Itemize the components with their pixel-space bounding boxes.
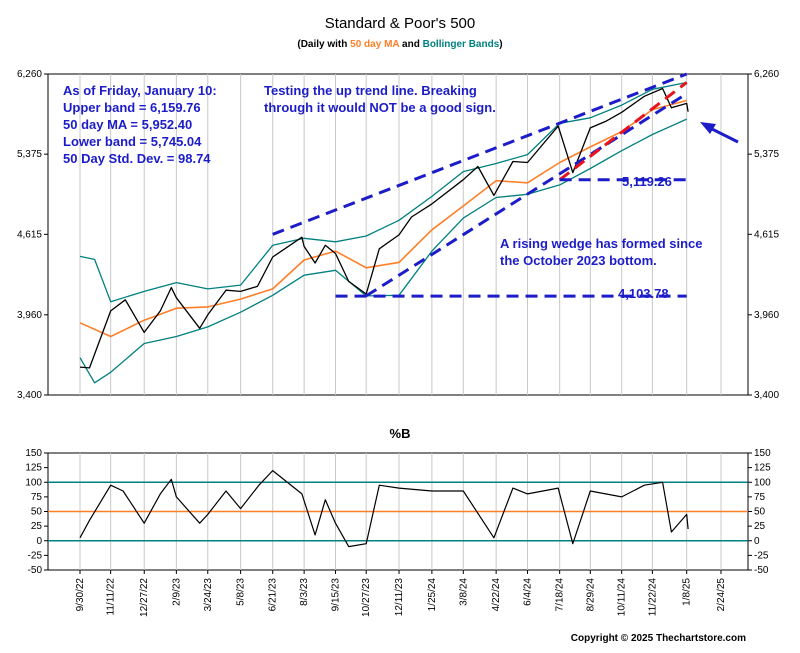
main-y-tick-label: 5,375 [754,149,779,160]
x-tick-label: 5/8/23 [236,578,247,606]
percent-b-y-tick-label: -50 [754,565,769,576]
main-y-tick-label: 3,960 [17,310,42,321]
subtitle-suffix: ) [499,39,502,50]
trend-lines [272,72,688,298]
main-y-tick-label: 3,400 [17,390,42,401]
percent-b-y-tick-label: 125 [25,463,42,474]
x-tick-label: 4/22/24 [491,578,502,612]
subtitle-bb-label: Bollinger Bands [423,39,500,50]
percent-b-y-tick-label: 100 [25,477,42,488]
chart-title: Standard & Poor's 500 [325,15,475,32]
x-tick-label: 3/8/24 [458,578,469,606]
percent-b-y-tick-label: -50 [28,565,43,576]
main-y-tick-labels: 3,400 3,400 3,960 3,960 4,615 4,615 5,375 5,375… [17,69,779,401]
stats-line-5: 50 Day Std. Dev. = 98.74 [63,151,211,166]
x-tick-label: 6/21/23 [268,578,279,612]
x-tick-label: 8/3/23 [299,578,310,606]
copyright-text: Copyright © 2025 Thechartstore.com [571,633,746,644]
percent-b-y-tick-label: 150 [25,448,42,459]
percent-b-y-tick-label: -25 [28,550,43,561]
stats-line-2: Upper band = 6,159.76 [63,100,201,115]
percent-b-y-tick-label: -25 [754,550,769,561]
pointer-arrow-icon [700,122,739,144]
stats-annotation: As of Friday, January 10: Upper band = 6… [63,83,217,166]
percent-b-y-tick-label: 150 [754,448,771,459]
percent-b-title: %B [390,426,411,441]
wedge-note-annotation: A rising wedge has formed since the Octo… [500,236,703,268]
subtitle-ma-label: 50 day MA [350,39,399,50]
main-y-tick-label: 4,615 [17,229,42,240]
percent-b-y-tick-labels: -50 -50 -25 -25 0 0 25 25 50 50 75 75 100 100 125 125 15… [25,448,771,576]
main-y-tick-label: 3,400 [754,390,779,401]
x-tick-label: 8/29/24 [585,578,596,612]
x-tick-label: 9/30/22 [75,578,86,612]
percent-b-y-tick-label: 100 [754,477,771,488]
series-line-percent-b [79,470,689,548]
x-tick-label: 2/9/23 [171,578,182,606]
x-tick-label: 1/25/24 [427,578,438,612]
wedge-note-line-1: A rising wedge has formed since [500,236,703,251]
x-tick-label: 10/27/23 [361,578,372,617]
support-label-5119: 5,119.26 [622,174,672,189]
wedge-note-line-2: the October 2023 bottom. [500,253,657,268]
stats-line-4: Lower band = 5,745.04 [63,134,202,149]
percent-b-y-tick-label: 25 [31,521,43,532]
x-tick-label: 12/27/22 [139,578,150,617]
series-line-50-day-ma [79,99,687,338]
main-y-tick-label: 3,960 [754,310,779,321]
percent-b-y-tick-label: 75 [31,492,43,503]
percent-b-series [48,470,748,548]
trend-note-annotation: Testing the up trend line. Breaking thro… [264,83,496,115]
stats-line-3: 50 day MA = 5,952.40 [63,117,192,132]
x-tick-label: 1/8/25 [682,578,693,606]
subtitle-prefix: (Daily with [297,39,350,50]
x-tick-label: 2/24/25 [716,578,727,612]
main-y-tick-label: 6,260 [754,69,779,80]
x-tick-label: 6/4/24 [523,578,534,606]
trend-note-line-2: through it would NOT be a good sign. [264,100,496,115]
x-tick-label: 11/11/22 [106,578,117,616]
support-label-4103: 4,103.78 [618,286,669,301]
percent-b-y-tick-label: 75 [754,492,766,503]
x-tick-label: 12/11/23 [394,578,405,617]
subtitle-mid: and [399,39,422,50]
trend-line-red-trend-line [558,81,688,182]
trend-line-upper-wedge-line [272,72,688,236]
x-tick-labels: 9/30/22 11/11/22 12/27/22 2/9/23 3/24/23 5/8/… [75,570,727,617]
x-tick-label: 3/24/23 [203,578,214,612]
main-y-tick-label: 5,375 [17,149,42,160]
stats-line-1: As of Friday, January 10: [63,83,217,98]
percent-b-y-tick-label: 125 [754,463,771,474]
trend-note-line-1: Testing the up trend line. Breaking [264,83,477,98]
x-tick-label: 11/22/24 [647,578,658,617]
x-tick-label: 9/15/23 [331,578,342,612]
series-line-s-p-500 [79,87,689,369]
x-tick-label: 7/18/24 [555,578,566,612]
percent-b-y-tick-label: 0 [754,536,760,547]
x-tick-label: 10/11/24 [617,578,628,617]
percent-b-y-tick-label: 25 [754,521,766,532]
percent-b-y-tick-label: 0 [36,536,42,547]
percent-b-y-tick-label: 50 [31,507,43,518]
chart-subtitle: (Daily with 50 day MA and Bollinger Band… [297,39,502,50]
series-line-upper-band [79,81,687,303]
trend-line-lower-wedge-line [365,92,688,298]
main-y-tick-label: 4,615 [754,229,779,240]
percent-b-y-tick-label: 50 [754,507,766,518]
main-y-tick-label: 6,260 [17,69,42,80]
